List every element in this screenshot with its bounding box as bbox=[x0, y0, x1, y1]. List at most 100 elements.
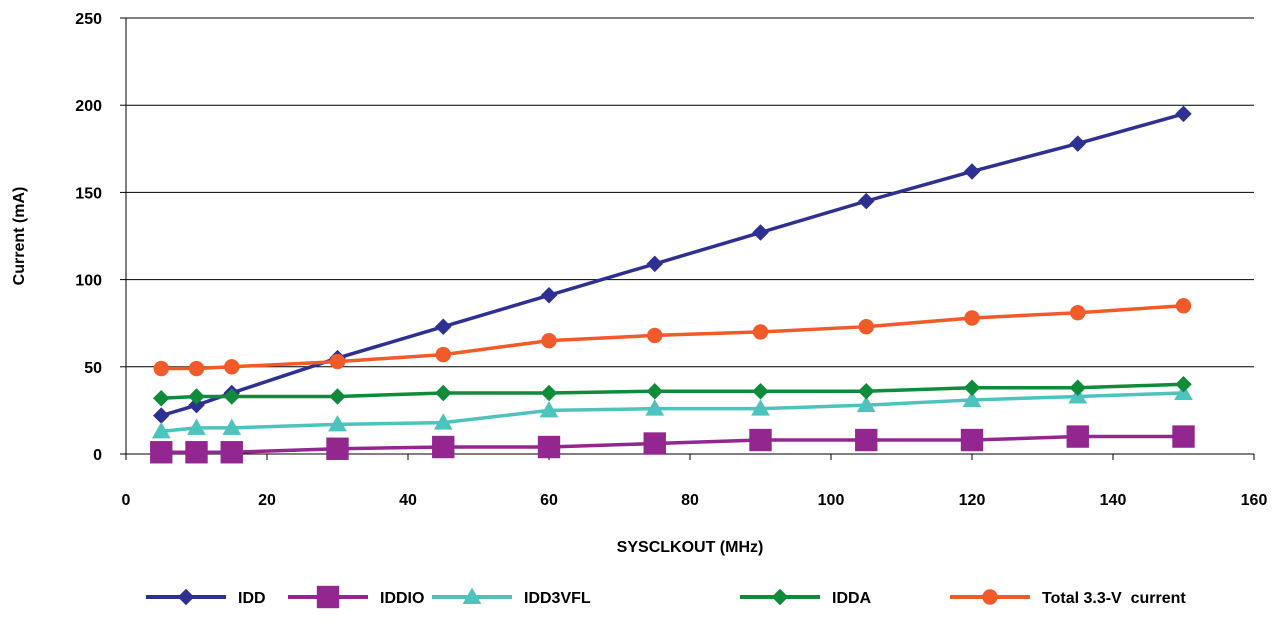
x-tick-label: 20 bbox=[258, 492, 276, 509]
data-point-iddio bbox=[150, 441, 173, 464]
y-tick-label: 50 bbox=[84, 360, 102, 377]
data-point-idd3vfl bbox=[856, 395, 876, 413]
legend-item-total-3-3-v-current: Total 3.3-V current bbox=[950, 589, 1186, 607]
x-tick-label: 60 bbox=[540, 492, 558, 509]
data-point-idda bbox=[858, 382, 875, 400]
data-point-iddio bbox=[855, 428, 878, 452]
series-idd bbox=[153, 105, 1192, 424]
data-point-iddio bbox=[185, 441, 208, 464]
series-iddio bbox=[150, 425, 1195, 464]
legend-label: IDD bbox=[238, 590, 266, 607]
data-point-idd3vfl bbox=[645, 399, 665, 416]
data-point-idd bbox=[153, 407, 170, 424]
y-tick-label: 250 bbox=[75, 11, 102, 28]
data-point-total-3-3-v-current bbox=[1175, 298, 1192, 314]
y-axis-title: Current (mA) bbox=[11, 187, 28, 286]
data-point-idda bbox=[188, 388, 205, 405]
data-point-iddio bbox=[1172, 425, 1195, 448]
data-point-idd3vfl bbox=[187, 418, 206, 435]
data-point-idda bbox=[329, 388, 346, 405]
y-tick-label: 0 bbox=[93, 447, 102, 464]
series-line-idda bbox=[161, 382, 1184, 400]
data-point-idd3vfl bbox=[433, 413, 453, 430]
series-lines bbox=[150, 105, 1195, 464]
x-tick-label: 0 bbox=[122, 492, 131, 509]
data-point-idd3vfl bbox=[962, 390, 982, 407]
data-point-total-3-3-v-current bbox=[647, 327, 663, 344]
legend-item-idd3vfl: IDD3VFL bbox=[432, 587, 591, 607]
data-point-iddio bbox=[537, 435, 561, 459]
series-line-iddio bbox=[161, 434, 1184, 455]
legend-label: Total 3.3-V current bbox=[1042, 590, 1186, 607]
data-point-idd bbox=[1069, 135, 1086, 152]
data-point-idd3vfl bbox=[539, 401, 559, 418]
data-point-idd bbox=[646, 255, 663, 273]
data-point-total-3-3-v-current bbox=[435, 346, 451, 363]
series-idda bbox=[153, 375, 1192, 407]
data-point-idd bbox=[540, 287, 558, 304]
y-tick-label: 150 bbox=[75, 185, 102, 202]
series-line-idd bbox=[160, 112, 1184, 418]
legend-marker bbox=[771, 588, 789, 606]
data-point-iddio bbox=[432, 435, 455, 459]
data-point-idd3vfl bbox=[151, 421, 171, 439]
y-tick-label: 100 bbox=[75, 273, 102, 290]
data-point-idda bbox=[646, 382, 663, 400]
data-point-idda bbox=[752, 382, 769, 400]
data-point-total-3-3-v-current bbox=[224, 359, 240, 375]
data-point-total-3-3-v-current bbox=[858, 318, 874, 335]
data-point-idda bbox=[1069, 379, 1086, 396]
data-point-iddio bbox=[220, 441, 243, 464]
x-tick-label: 80 bbox=[681, 492, 699, 509]
data-point-iddio bbox=[960, 428, 984, 452]
gridlines bbox=[126, 17, 1254, 368]
series-line-idd3vfl bbox=[161, 391, 1184, 434]
legend-marker bbox=[462, 587, 482, 605]
data-point-total-3-3-v-current bbox=[153, 360, 169, 377]
series-line-total-3-3-v-current bbox=[161, 304, 1184, 371]
data-point-idd bbox=[188, 396, 205, 414]
axes bbox=[120, 17, 1255, 460]
data-point-total-3-3-v-current bbox=[964, 310, 980, 326]
data-point-idda bbox=[1175, 375, 1192, 393]
legend: IDD IDDIO IDD3VFL IDDA Total 3.3-V current bbox=[146, 585, 1186, 609]
data-point-idd3vfl bbox=[328, 415, 347, 432]
data-point-idd bbox=[752, 224, 769, 241]
x-tick-labels: 0 20 40 60 80 100 120 140 160 bbox=[122, 492, 1268, 509]
data-point-idd bbox=[435, 318, 452, 335]
data-point-total-3-3-v-current bbox=[329, 353, 346, 370]
series-idd3vfl bbox=[151, 383, 1193, 439]
legend-item-idd: IDD bbox=[146, 588, 266, 607]
y-tick-label: 200 bbox=[75, 98, 102, 115]
series-total-3-3-v-current bbox=[153, 298, 1192, 377]
y-tick-labels: 0 50 100 150 200 250 bbox=[75, 11, 102, 464]
x-tick-label: 100 bbox=[818, 492, 845, 509]
data-point-idd bbox=[858, 192, 875, 210]
data-point-iddio bbox=[643, 432, 666, 455]
data-point-total-3-3-v-current bbox=[752, 324, 769, 340]
data-point-total-3-3-v-current bbox=[541, 332, 557, 349]
legend-label: IDDIO bbox=[380, 590, 424, 607]
data-point-iddio bbox=[749, 428, 772, 452]
x-tick-label: 120 bbox=[959, 492, 986, 509]
x-tick-label: 40 bbox=[399, 492, 417, 509]
x-axis-title: SYSCLKOUT (MHz) bbox=[617, 539, 764, 556]
legend-label: IDDA bbox=[832, 590, 872, 607]
legend-marker bbox=[177, 588, 195, 606]
data-point-idd bbox=[963, 163, 981, 180]
data-point-idd bbox=[1175, 105, 1192, 123]
legend-marker bbox=[316, 585, 340, 609]
legend-marker bbox=[982, 589, 998, 605]
data-point-iddio bbox=[1066, 425, 1089, 448]
data-point-idda bbox=[223, 388, 240, 405]
data-point-iddio bbox=[326, 437, 349, 460]
data-point-idda bbox=[435, 384, 452, 402]
legend-item-iddio: IDDIO bbox=[288, 585, 424, 609]
data-point-idd3vfl bbox=[751, 399, 770, 416]
x-tick-label: 140 bbox=[1100, 492, 1127, 509]
data-point-total-3-3-v-current bbox=[1070, 305, 1086, 321]
data-point-idda bbox=[153, 389, 170, 407]
legend-label: IDD3VFL bbox=[524, 590, 591, 607]
data-point-idd3vfl bbox=[222, 418, 242, 435]
